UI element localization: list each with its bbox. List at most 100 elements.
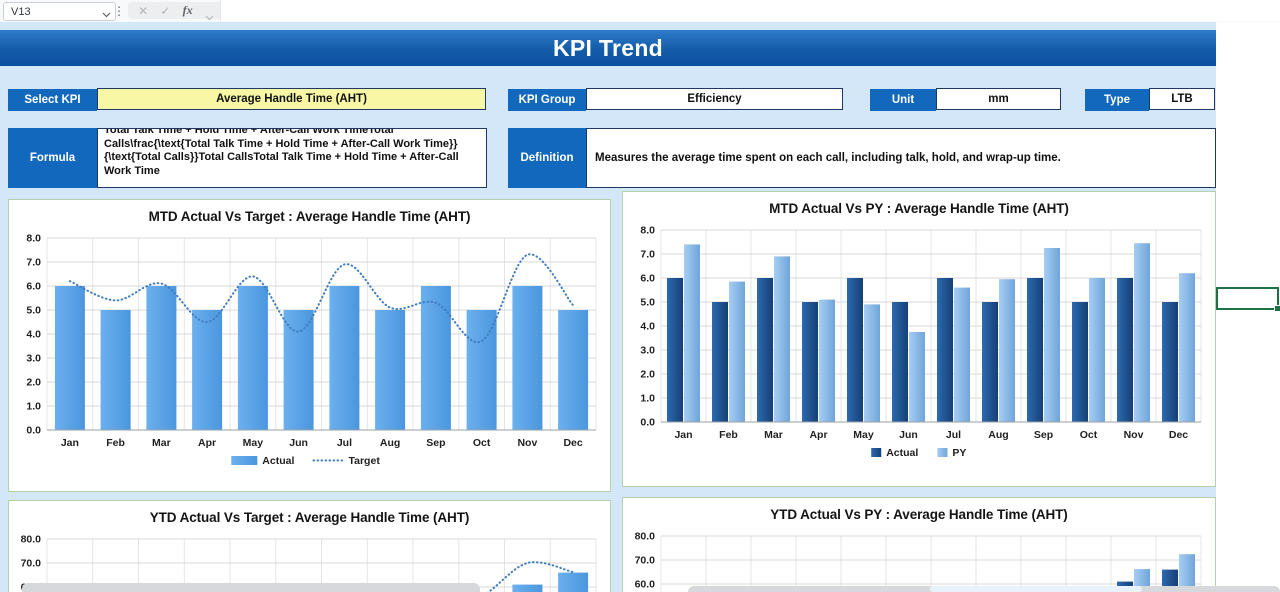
bar-aug-actual [375,310,406,430]
series-actual [667,278,1178,422]
chart-canvas: 0.010.020.030.040.050.060.070.080.0JanFe… [635,531,1202,592]
svg-text:Mar: Mar [152,437,171,449]
bar-may-py [864,304,880,422]
bar-nov-py [1134,243,1150,422]
svg-text:2.0: 2.0 [26,377,41,389]
chart-canvas: 0.010.020.030.040.050.060.070.080.0JanFe… [21,534,597,592]
definition-label: Definition [508,128,586,188]
kebab-menu-icon[interactable]: ⋮ [113,3,125,18]
series-actual [54,286,589,430]
page-title: KPI Trend [552,34,664,61]
chart-ytd-actual-vs-target[interactable]: YTD Actual Vs Target : Average Handle Ti… [8,500,611,592]
formula-box: Total Talk Time + Hold Time + After-Call… [97,128,487,188]
selected-cell[interactable] [1216,287,1280,312]
taskbar-fragment-right[interactable] [688,586,1280,592]
bar-mar-py [774,256,790,422]
svg-text:Dec: Dec [1169,429,1188,441]
svg-text:Feb: Feb [106,437,125,449]
bar-sep-actual [420,286,451,430]
svg-text:Jun: Jun [899,429,918,441]
bar-nov-actual [512,584,543,592]
bar-jul-actual [937,278,953,422]
bar-dec-actual [558,310,589,430]
svg-text:Jan: Jan [674,429,692,441]
bar-jun-py [909,332,925,422]
svg-text:8.0: 8.0 [26,233,41,245]
series-target [68,253,575,344]
chart-mtd-actual-vs-target[interactable]: MTD Actual Vs Target : Average Handle Ti… [8,199,611,492]
chevron-down-icon[interactable] [102,9,111,17]
bar-feb-actual [100,310,131,430]
svg-text:Feb: Feb [719,429,738,441]
chart-title: YTD Actual Vs PY : Average Handle Time (… [770,507,1068,522]
svg-text:4.0: 4.0 [640,321,655,333]
svg-text:60.0: 60.0 [635,579,656,591]
svg-text:80.0: 80.0 [21,534,42,546]
chart-ytd-actual-vs-py[interactable]: YTD Actual Vs PY : Average Handle Time (… [622,497,1216,592]
svg-text:Actual: Actual [262,455,294,467]
type-label: Type [1085,89,1149,111]
svg-text:0.0: 0.0 [26,425,41,437]
gridlines [660,229,1202,423]
definition-box: Measures the average time spent on each … [586,128,1216,188]
bar-oct-actual [1072,302,1088,422]
bar-oct-py [1089,278,1105,422]
unit-value[interactable]: mm [936,88,1061,110]
svg-text:Nov: Nov [517,437,537,449]
svg-text:70.0: 70.0 [21,558,42,570]
formula-actions: ✕ ✓ fx [128,2,224,20]
bar-apr-py [819,299,835,422]
svg-text:Jun: Jun [289,437,308,449]
select-kpi-dropdown[interactable]: Average Handle Time (AHT) [97,88,486,110]
bar-sep-py [1044,248,1060,422]
type-value[interactable]: LTB [1149,88,1215,110]
bar-may-actual [237,286,268,430]
taskbar-fragment-left[interactable] [22,583,480,592]
svg-text:7.0: 7.0 [640,249,655,261]
svg-text:4.0: 4.0 [26,329,41,341]
gridlines [660,535,1202,592]
accept-icon[interactable]: ✓ [160,3,171,18]
fill-handle[interactable] [1274,305,1280,312]
svg-text:PY: PY [952,447,966,459]
formula-bar: V13 ⋮ ✕ ✓ fx [0,0,1280,23]
svg-text:80.0: 80.0 [635,531,656,543]
bar-jan-py [684,244,700,422]
chart-canvas: 0.0 1.0 2.0 3.0 4.0 5.0 6.0 7.0 8.0 Jan Feb Mar Apr M… [640,225,1202,459]
svg-text:0.0: 0.0 [640,417,655,429]
bar-jan-actual [667,278,683,422]
bar-jul-py [954,287,970,422]
svg-text:6.0: 6.0 [640,273,655,285]
bar-dec-actual [558,572,589,592]
bar-jul-actual [329,286,360,430]
svg-text:Sep: Sep [1034,429,1053,441]
select-kpi-label: Select KPI [8,89,97,111]
svg-text:6.0: 6.0 [26,281,41,293]
bar-jun-actual [283,310,314,430]
formula-label: Formula [8,128,97,188]
bar-nov-actual [1117,278,1133,422]
svg-text:Oct: Oct [1080,429,1098,441]
chart-legend: Actual Target [231,455,380,467]
formula-input[interactable] [220,0,1280,21]
chart-title: YTD Actual Vs Target : Average Handle Ti… [149,510,470,525]
svg-text:Mar: Mar [764,429,783,441]
svg-text:Target: Target [349,455,381,467]
bar-dec-py [1179,273,1195,422]
bar-mar-actual [146,286,177,430]
svg-text:5.0: 5.0 [640,297,655,309]
svg-text:70.0: 70.0 [635,555,656,567]
kpi-group-label: KPI Group [508,89,586,111]
chart-mtd-actual-vs-py[interactable]: MTD Actual Vs PY : Average Handle Time (… [622,191,1216,487]
bar-may-actual [847,278,863,422]
name-box[interactable]: V13 [3,2,116,21]
chart-title: MTD Actual Vs Target : Average Handle Ti… [148,209,471,224]
bar-dec-py [1179,554,1195,592]
cancel-icon[interactable]: ✕ [138,3,149,18]
kpi-group-value[interactable]: Efficiency [586,88,843,110]
chevron-down-icon[interactable] [205,8,214,20]
insert-function-icon[interactable]: fx [182,3,193,17]
svg-text:Jul: Jul [946,429,961,441]
bar-jan-actual [54,286,85,430]
